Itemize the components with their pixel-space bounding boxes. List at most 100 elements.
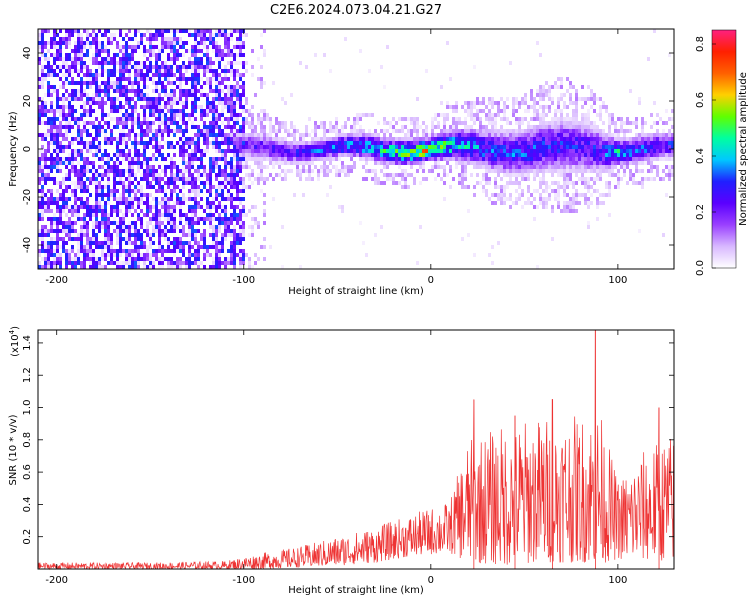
spectrogram-cell: [479, 141, 482, 145]
spectrogram-cell: [38, 109, 41, 113]
spectrogram-cell: [539, 161, 542, 165]
spectrogram-cell: [527, 149, 530, 153]
spectrogram-cell: [173, 113, 176, 117]
spectrogram-cell: [512, 145, 515, 149]
spectrogram-cell: [77, 57, 80, 61]
spectrogram-cell: [119, 137, 122, 141]
spectrogram-cell: [104, 133, 107, 137]
spectrogram-cell: [200, 153, 203, 157]
spectrogram-cell: [314, 121, 317, 125]
spectrogram-cell: [200, 233, 203, 237]
spectrogram-cell: [116, 61, 119, 65]
spectrogram-cell: [173, 117, 176, 121]
spectrogram-cell: [482, 97, 485, 101]
spectrogram-cell: [71, 209, 74, 213]
spectrogram-cell: [467, 209, 470, 213]
spectrogram-cell: [302, 133, 305, 137]
spectrogram-cell: [197, 245, 200, 249]
spectrogram-cell: [98, 241, 101, 245]
spectrogram-cell: [287, 153, 290, 157]
spectrogram-cell: [62, 57, 65, 61]
spectrogram-cell: [212, 101, 215, 105]
spectrogram-cell: [521, 193, 524, 197]
spectrogram-cell: [77, 185, 80, 189]
spectrogram-cell: [551, 205, 554, 209]
spectrogram-cell: [323, 53, 326, 57]
spectrogram-cell: [554, 141, 557, 145]
spectrogram-cell: [116, 257, 119, 261]
spectrogram-cell: [368, 149, 371, 153]
spectrogram-cell: [395, 153, 398, 157]
spectrogram-cell: [164, 197, 167, 201]
spectrogram-cell: [185, 197, 188, 201]
spectrogram-cell: [80, 217, 83, 221]
spectrogram-cell: [215, 245, 218, 249]
spectrogram-cell: [98, 149, 101, 153]
spectrogram-cell: [350, 145, 353, 149]
spectrogram-cell: [257, 145, 260, 149]
spectrogram-cell: [218, 29, 221, 33]
spectrogram-cell: [83, 81, 86, 85]
spectrogram-cell: [476, 133, 479, 137]
spectrogram-cell: [41, 137, 44, 141]
spectrogram-cell: [551, 137, 554, 141]
spectrogram-cell: [158, 173, 161, 177]
spectrogram-cell: [437, 113, 440, 117]
spectrogram-cell: [122, 113, 125, 117]
spectrogram-cell: [122, 121, 125, 125]
spectrogram-cell: [458, 141, 461, 145]
spectrogram-cell: [395, 121, 398, 125]
spectrogram-cell: [92, 29, 95, 33]
spectrogram-cell: [122, 249, 125, 253]
spectrogram-cell: [308, 117, 311, 121]
spectrogram-cell: [596, 137, 599, 141]
spectrogram-cell: [191, 77, 194, 81]
spectrogram-cell: [452, 117, 455, 121]
spectrogram-cell: [233, 113, 236, 117]
spectrogram-cell: [146, 145, 149, 149]
spectrogram-cell: [458, 173, 461, 177]
spectrogram-cell: [191, 233, 194, 237]
spectrogram-cell: [422, 133, 425, 137]
spectrogram-cell: [113, 185, 116, 189]
spectrogram-cell: [218, 241, 221, 245]
spectrogram-cell: [539, 181, 542, 185]
spectrogram-cell: [116, 81, 119, 85]
spectrogram-cell: [209, 189, 212, 193]
spectrogram-cell: [254, 133, 257, 137]
spectrogram-cell: [581, 157, 584, 161]
spectrogram-cell: [215, 109, 218, 113]
spectrogram-cell: [254, 205, 257, 209]
spectrogram-cell: [227, 89, 230, 93]
spectrogram-cell: [83, 129, 86, 133]
spectrogram-cell: [143, 245, 146, 249]
spectrogram-cell: [200, 37, 203, 41]
spectrogram-cell: [569, 133, 572, 137]
spectrogram-cell: [119, 93, 122, 97]
spectrogram-cell: [491, 193, 494, 197]
spectrogram-cell: [236, 45, 239, 49]
spectrogram-cell: [188, 177, 191, 181]
spectrogram-cell: [473, 185, 476, 189]
spectrogram-cell: [203, 249, 206, 253]
spectrogram-cell: [62, 145, 65, 149]
spectrogram-cell: [182, 93, 185, 97]
spectrogram-cell: [155, 101, 158, 105]
spectrogram-cell: [227, 217, 230, 221]
spectrogram-cell: [215, 145, 218, 149]
spectrogram-cell: [395, 137, 398, 141]
spectrogram-cell: [557, 109, 560, 113]
spectrogram-cell: [179, 137, 182, 141]
spectrogram-cell: [575, 209, 578, 213]
spectrogram-cell: [536, 145, 539, 149]
spectrogram-cell: [215, 77, 218, 81]
spectrogram-cell: [164, 117, 167, 121]
spectrogram-cell: [326, 157, 329, 161]
spectrogram-cell: [134, 137, 137, 141]
spectrogram-cell: [38, 121, 41, 125]
spectrogram-cell: [518, 157, 521, 161]
spectrogram-cell: [95, 73, 98, 77]
spectrogram-cell: [515, 177, 518, 181]
spectrogram-cell: [389, 153, 392, 157]
spectrogram-cell: [434, 145, 437, 149]
